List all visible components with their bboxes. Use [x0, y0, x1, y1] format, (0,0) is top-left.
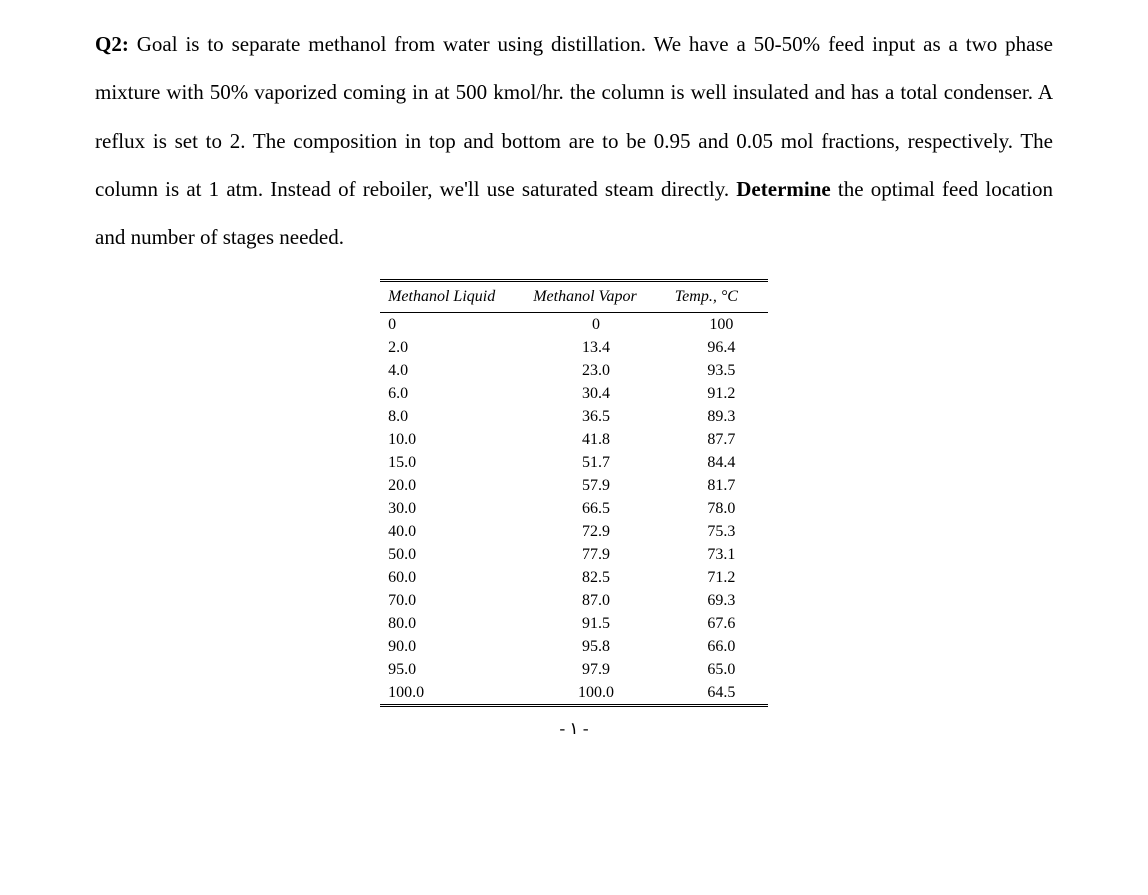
cell-temperature: 66.0 [667, 635, 768, 658]
table-row: 15.051.784.4 [380, 451, 768, 474]
table-row: 70.087.069.3 [380, 589, 768, 612]
cell-methanol-liquid: 70.0 [380, 589, 525, 612]
cell-methanol-vapor: 87.0 [525, 589, 667, 612]
cell-temperature: 93.5 [667, 359, 768, 382]
cell-temperature: 64.5 [667, 681, 768, 706]
table-body: 001002.013.496.44.023.093.56.030.491.28.… [380, 313, 768, 706]
cell-methanol-vapor: 0 [525, 313, 667, 337]
equilibrium-data-table: Methanol Liquid Methanol Vapor Temp., °C… [380, 279, 768, 707]
cell-methanol-liquid: 50.0 [380, 543, 525, 566]
cell-methanol-vapor: 77.9 [525, 543, 667, 566]
cell-methanol-vapor: 13.4 [525, 336, 667, 359]
cell-temperature: 84.4 [667, 451, 768, 474]
cell-temperature: 75.3 [667, 520, 768, 543]
table-row: 00100 [380, 313, 768, 337]
cell-methanol-liquid: 40.0 [380, 520, 525, 543]
cell-methanol-liquid: 30.0 [380, 497, 525, 520]
table-row: 40.072.975.3 [380, 520, 768, 543]
table-row: 2.013.496.4 [380, 336, 768, 359]
cell-temperature: 87.7 [667, 428, 768, 451]
cell-temperature: 96.4 [667, 336, 768, 359]
table-row: 20.057.981.7 [380, 474, 768, 497]
question-text: Q2: Goal is to separate methanol from wa… [95, 20, 1053, 261]
cell-methanol-vapor: 82.5 [525, 566, 667, 589]
cell-methanol-vapor: 95.8 [525, 635, 667, 658]
table-row: 30.066.578.0 [380, 497, 768, 520]
cell-methanol-liquid: 60.0 [380, 566, 525, 589]
header-temperature: Temp., °C [667, 281, 768, 313]
cell-methanol-liquid: 100.0 [380, 681, 525, 706]
table-row: 95.097.965.0 [380, 658, 768, 681]
cell-methanol-vapor: 23.0 [525, 359, 667, 382]
cell-methanol-liquid: 20.0 [380, 474, 525, 497]
table-row: 60.082.571.2 [380, 566, 768, 589]
question-body-1: Goal is to separate methanol from water … [95, 32, 1053, 201]
cell-temperature: 69.3 [667, 589, 768, 612]
cell-temperature: 73.1 [667, 543, 768, 566]
table-header-row: Methanol Liquid Methanol Vapor Temp., °C [380, 281, 768, 313]
table-row: 50.077.973.1 [380, 543, 768, 566]
table-row: 80.091.567.6 [380, 612, 768, 635]
cell-methanol-liquid: 6.0 [380, 382, 525, 405]
cell-methanol-vapor: 41.8 [525, 428, 667, 451]
cell-methanol-liquid: 90.0 [380, 635, 525, 658]
cell-methanol-liquid: 4.0 [380, 359, 525, 382]
table-row: 90.095.866.0 [380, 635, 768, 658]
cell-temperature: 81.7 [667, 474, 768, 497]
cell-temperature: 65.0 [667, 658, 768, 681]
cell-temperature: 91.2 [667, 382, 768, 405]
equilibrium-table-container: Methanol Liquid Methanol Vapor Temp., °C… [95, 279, 1053, 707]
cell-temperature: 71.2 [667, 566, 768, 589]
cell-methanol-vapor: 30.4 [525, 382, 667, 405]
cell-methanol-liquid: 10.0 [380, 428, 525, 451]
cell-methanol-liquid: 15.0 [380, 451, 525, 474]
cell-methanol-vapor: 57.9 [525, 474, 667, 497]
cell-temperature: 100 [667, 313, 768, 337]
cell-methanol-vapor: 51.7 [525, 451, 667, 474]
cell-methanol-vapor: 66.5 [525, 497, 667, 520]
cell-methanol-liquid: 8.0 [380, 405, 525, 428]
cell-methanol-vapor: 72.9 [525, 520, 667, 543]
cell-methanol-vapor: 91.5 [525, 612, 667, 635]
cell-methanol-liquid: 2.0 [380, 336, 525, 359]
cell-temperature: 67.6 [667, 612, 768, 635]
cell-temperature: 89.3 [667, 405, 768, 428]
cell-methanol-vapor: 100.0 [525, 681, 667, 706]
header-methanol-vapor: Methanol Vapor [525, 281, 667, 313]
header-methanol-liquid: Methanol Liquid [380, 281, 525, 313]
question-label: Q2: [95, 32, 129, 56]
cell-methanol-liquid: 95.0 [380, 658, 525, 681]
cell-methanol-vapor: 36.5 [525, 405, 667, 428]
cell-methanol-liquid: 0 [380, 313, 525, 337]
page-number: - ١ - [95, 719, 1053, 739]
table-row: 6.030.491.2 [380, 382, 768, 405]
table-row: 8.036.589.3 [380, 405, 768, 428]
table-row: 10.041.887.7 [380, 428, 768, 451]
cell-temperature: 78.0 [667, 497, 768, 520]
determine-word: Determine [736, 177, 830, 201]
table-row: 4.023.093.5 [380, 359, 768, 382]
cell-methanol-liquid: 80.0 [380, 612, 525, 635]
table-row: 100.0100.064.5 [380, 681, 768, 706]
cell-methanol-vapor: 97.9 [525, 658, 667, 681]
